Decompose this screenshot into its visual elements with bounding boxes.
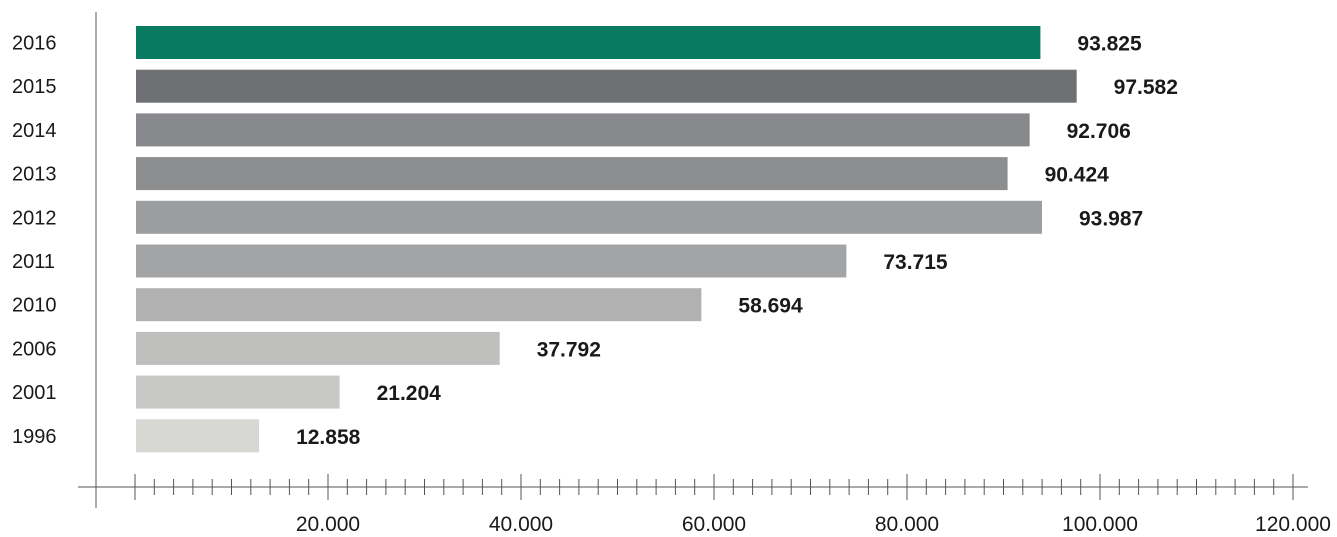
category-labels: 2016 2015 2014 2013 2012 2011 2010 2006 2001 1996 [12,33,57,448]
value-labels: 93.825 97.582 92.706 90.424 93.987 73.715 58.6… [296,33,1178,449]
x-tick-label: 100.000 [1062,513,1138,536]
axes: 20.000 40.000 60.000 80.000 100.000 120.000 [78,12,1331,536]
bar-2014 [136,113,1030,147]
category-label-2010: 2010 [12,295,57,317]
value-label-2011: 73.715 [883,251,948,274]
category-label-2006: 2006 [12,338,57,360]
x-tick-label: 120.000 [1255,513,1331,536]
bar-2011 [136,244,847,278]
bars-layer [136,26,1077,453]
category-label-2001: 2001 [12,382,57,404]
x-tick-label: 80.000 [875,513,939,536]
bar-2013 [136,157,1008,191]
x-tick-label: 60.000 [682,513,746,536]
bar-2001 [136,375,340,409]
category-label-2013: 2013 [12,164,57,186]
category-label-2012: 2012 [12,207,57,229]
value-label-2012: 93.987 [1079,207,1143,230]
bar-2012 [136,200,1042,234]
value-label-2014: 92.706 [1067,120,1131,143]
bar-2006 [136,331,500,365]
bar-2010 [136,288,702,322]
category-label-2015: 2015 [12,76,57,98]
value-label-2006: 37.792 [537,338,601,361]
category-label-1996: 1996 [12,426,57,448]
value-label-2013: 90.424 [1045,164,1110,187]
category-label-2014: 2014 [12,120,57,142]
bar-2015 [136,69,1077,103]
category-label-2016: 2016 [12,33,57,55]
x-tick-label: 40.000 [489,513,553,536]
x-tick-label: 20.000 [296,513,360,536]
value-label-1996: 12.858 [296,426,361,449]
bar-2016 [136,26,1041,59]
value-label-2016: 93.825 [1077,33,1142,56]
value-label-2015: 97.582 [1114,76,1178,99]
value-label-2001: 21.204 [377,382,442,405]
value-label-2010: 58.694 [738,295,803,318]
category-label-2011: 2011 [12,251,55,273]
bar-1996 [136,419,260,453]
